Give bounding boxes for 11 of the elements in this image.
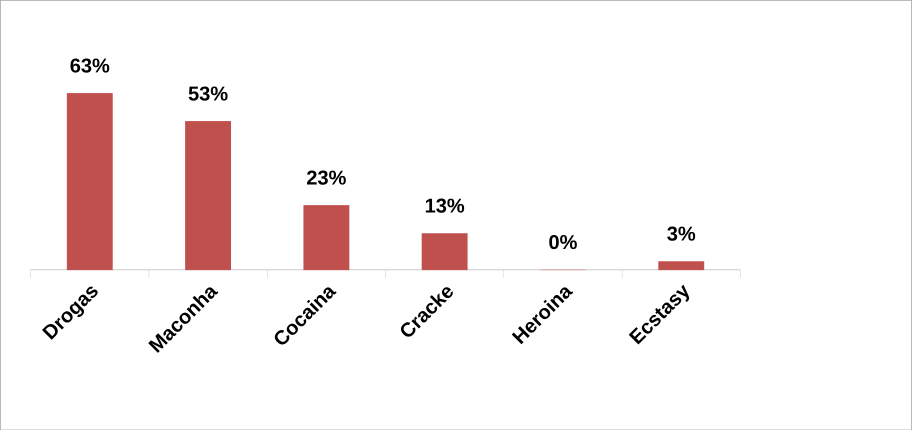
data-label: 13% bbox=[426, 198, 464, 213]
bar bbox=[66, 92, 113, 270]
data-label: 3% bbox=[667, 226, 696, 241]
bar bbox=[303, 204, 350, 270]
data-label: 23% bbox=[307, 170, 346, 185]
bar bbox=[658, 261, 704, 270]
bar bbox=[422, 233, 468, 270]
data-label: 53% bbox=[188, 86, 228, 100]
data-label: 0% bbox=[549, 234, 577, 249]
bar bbox=[185, 120, 232, 270]
data-label: 63% bbox=[70, 58, 110, 72]
